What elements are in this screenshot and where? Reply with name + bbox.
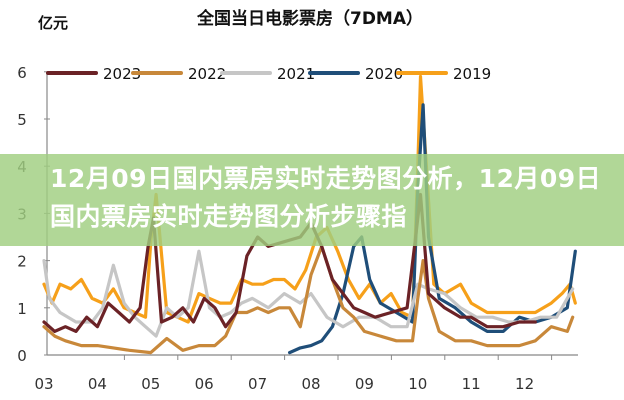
x-tick-label: 10 <box>408 375 427 393</box>
y-tick-label: 5 <box>17 111 27 129</box>
y-tick-label: 1 <box>17 300 27 318</box>
legend-label-2021: 2021 <box>277 65 315 83</box>
legend: 2023 2022 2021 2020 2019 <box>46 65 491 83</box>
x-tick-label: 08 <box>301 375 320 393</box>
legend-label-2023: 2023 <box>103 65 141 83</box>
y-tick-label: 0 <box>17 347 27 365</box>
banner-text: 12月09日国内票房实时走势图分析，12月09日国内票房实时走势图分析步骤指 <box>50 164 602 231</box>
x-tick-label: 05 <box>141 375 160 393</box>
x-tick-label: 06 <box>195 375 214 393</box>
x-tick-label: 07 <box>248 375 267 393</box>
legend-label-2019: 2019 <box>453 65 491 83</box>
x-tick-label: 04 <box>88 375 107 393</box>
legend-label-2020: 2020 <box>365 65 403 83</box>
title-banner <box>0 154 624 246</box>
x-tick-label: 11 <box>462 375 481 393</box>
series-line-2022 <box>42 244 575 355</box>
y-tick-label: 6 <box>17 64 27 82</box>
y-axis-unit-label: 亿元 <box>38 14 68 32</box>
chart-title: 全国当日电影票房（7DMA） <box>196 8 423 29</box>
axes: 012345603040506070809101112 <box>17 64 578 393</box>
x-tick-label: 12 <box>515 375 534 393</box>
series-line-2021 <box>42 249 575 338</box>
x-tick-label: 09 <box>355 375 374 393</box>
legend-label-2022: 2022 <box>188 65 226 83</box>
y-tick-label: 2 <box>17 253 27 271</box>
x-tick-label: 03 <box>34 375 53 393</box>
